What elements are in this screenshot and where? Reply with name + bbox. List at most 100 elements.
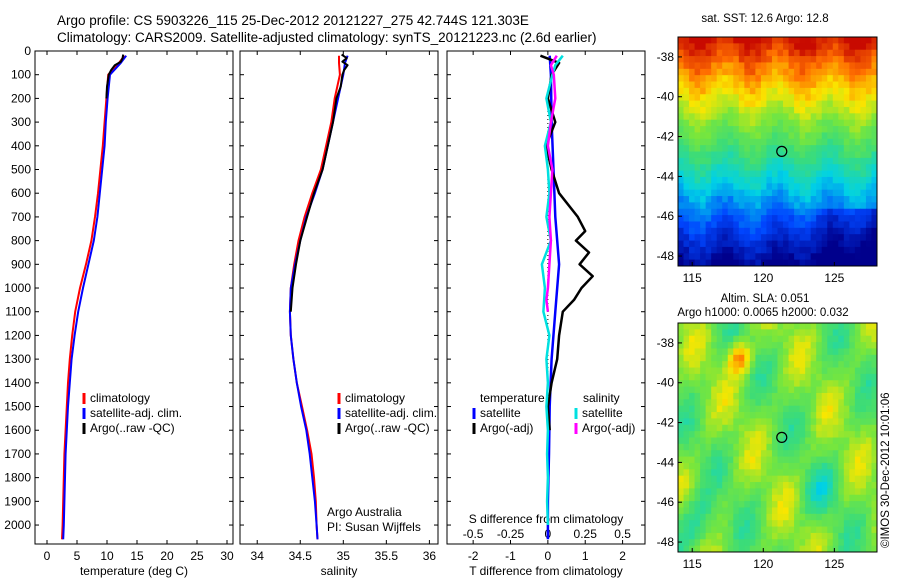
sla-cell xyxy=(783,373,789,381)
sst-cell xyxy=(777,183,784,191)
sla-cell xyxy=(777,386,784,394)
tdiff-legend-argo-label: Argo(-adj) xyxy=(480,421,533,435)
sla-cell xyxy=(744,437,751,445)
sst-cell xyxy=(827,234,834,241)
sst-cell xyxy=(727,253,734,261)
sla-cell xyxy=(760,494,767,502)
sst-cell xyxy=(865,62,872,70)
sst-cell xyxy=(683,151,690,159)
sla-cell xyxy=(871,501,878,508)
sst-cell xyxy=(860,138,867,146)
sla-cell xyxy=(694,456,701,464)
sla-cell xyxy=(805,437,812,445)
sst-cell xyxy=(788,81,795,89)
sla-cell xyxy=(777,482,784,489)
sst-cell xyxy=(799,56,806,63)
sla-cell xyxy=(794,354,801,362)
sst-cell xyxy=(871,157,878,165)
sla-cell xyxy=(738,399,745,407)
sla-cell xyxy=(766,418,773,426)
sla-cell xyxy=(816,424,823,432)
sla-cell xyxy=(843,494,850,502)
sst-cell xyxy=(716,75,723,82)
sla-cell xyxy=(827,475,834,483)
sst-cell xyxy=(738,227,745,235)
sla-cell xyxy=(843,513,850,521)
sla-cell xyxy=(766,335,773,343)
sla-cell xyxy=(738,424,745,432)
sla-cell xyxy=(744,539,751,547)
sla-cell xyxy=(871,526,878,534)
sst-cell xyxy=(755,126,762,133)
sla-cell xyxy=(838,418,845,426)
sst-cell xyxy=(777,145,784,152)
sst-cell xyxy=(744,94,751,102)
sst-cell xyxy=(794,208,801,216)
page-title-line-2: Climatology: CARS2009. Satellite-adjuste… xyxy=(57,30,597,45)
sla-cell xyxy=(799,412,806,419)
sla-cell xyxy=(733,443,740,451)
sst-cell xyxy=(805,221,812,229)
sla-cell xyxy=(733,507,740,515)
sla-cell xyxy=(838,329,845,337)
sla-cell xyxy=(705,513,712,521)
sst-cell xyxy=(783,100,789,108)
sla-cell xyxy=(727,342,734,349)
sst-cell xyxy=(788,100,795,108)
sst-cell xyxy=(788,106,795,114)
sla-cell xyxy=(700,507,707,515)
sst-cell xyxy=(771,227,778,235)
sst-cell xyxy=(749,100,756,108)
sst-cell xyxy=(854,37,861,44)
sst-cell xyxy=(683,246,690,254)
sst-cell xyxy=(794,94,801,102)
sst-cell xyxy=(733,246,740,254)
sst-cell xyxy=(777,176,784,184)
sla-cell xyxy=(854,348,861,356)
sst-cell xyxy=(694,81,701,89)
sla-cell xyxy=(716,450,723,457)
sst-cell xyxy=(854,119,861,127)
sst-cell xyxy=(777,37,784,44)
sla-cell xyxy=(689,450,695,457)
sla-cell xyxy=(716,361,723,368)
sla-cell xyxy=(760,488,767,496)
sla-cell xyxy=(733,354,740,362)
sst-cell xyxy=(689,75,695,82)
sst-cell xyxy=(760,170,767,178)
sst-cell xyxy=(838,196,845,203)
sst-cell xyxy=(678,81,684,89)
sst-cell xyxy=(689,246,695,254)
sst-cell xyxy=(871,106,878,114)
sst-cell xyxy=(716,113,723,121)
sla-cell xyxy=(810,399,817,407)
sst-cell xyxy=(810,94,817,102)
sst-cell xyxy=(755,119,762,127)
sla-cell xyxy=(771,532,778,540)
sst-cell xyxy=(821,87,828,95)
tdiff-tick-label: 0 xyxy=(545,549,552,563)
sla-cell xyxy=(799,386,806,394)
sst-cell xyxy=(771,170,778,178)
sst-cell xyxy=(766,100,773,108)
sst-cell xyxy=(683,87,690,95)
sla-cell xyxy=(760,431,767,438)
sst-cell xyxy=(854,49,861,57)
sla-cell xyxy=(854,462,861,470)
sst-cell xyxy=(805,234,812,241)
sla-cell xyxy=(700,456,707,464)
sla-cell xyxy=(716,392,723,400)
sla-cell xyxy=(854,450,861,457)
sst-cell xyxy=(810,202,817,210)
sst-cell xyxy=(711,75,718,82)
sla-cell xyxy=(871,475,878,483)
sst-cell xyxy=(788,138,795,146)
sst-cell xyxy=(799,126,806,133)
sst-cell xyxy=(794,62,801,70)
sst-cell xyxy=(678,157,684,165)
sst-cell xyxy=(749,170,756,178)
sst-cell xyxy=(683,75,690,82)
sla-cell xyxy=(794,443,801,451)
sst-cell xyxy=(716,246,723,254)
sst-cell xyxy=(783,176,789,184)
